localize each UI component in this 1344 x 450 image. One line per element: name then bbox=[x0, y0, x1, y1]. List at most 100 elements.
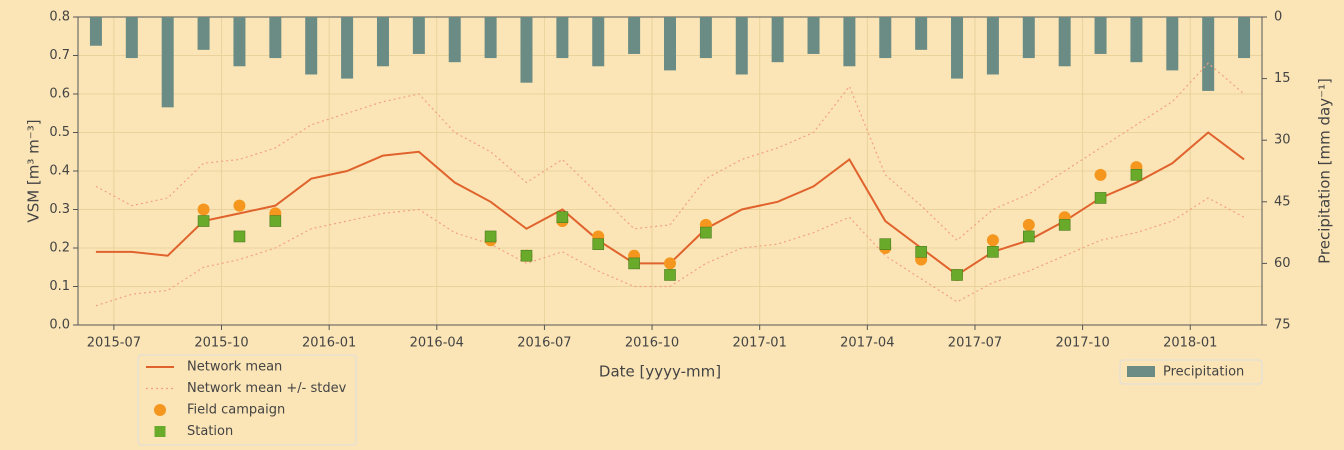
precip-bar bbox=[699, 17, 712, 59]
y2-tick-label: 75 bbox=[1274, 318, 1291, 333]
field-point bbox=[197, 203, 210, 216]
precip-bar bbox=[269, 17, 282, 59]
x-tick-label: 2015-07 bbox=[87, 336, 141, 351]
x-tick-label: 2015-10 bbox=[194, 336, 248, 351]
precip-bar bbox=[1238, 17, 1251, 59]
station-point bbox=[592, 238, 605, 250]
y2-tick-label: 60 bbox=[1274, 256, 1291, 271]
precip-bar bbox=[807, 17, 820, 54]
precip-bar bbox=[376, 17, 389, 67]
precip-bar bbox=[664, 17, 676, 71]
precip-bar bbox=[1202, 17, 1215, 91]
precip-bar bbox=[592, 17, 605, 67]
station-point bbox=[520, 249, 533, 262]
precip-bar bbox=[628, 17, 641, 54]
y-tick-label: 0.6 bbox=[49, 87, 70, 102]
precip-bar bbox=[412, 17, 425, 54]
y2-tick-label: 0 bbox=[1274, 10, 1282, 25]
legend-label: Network mean bbox=[187, 360, 282, 375]
x-tick-label: 2016-01 bbox=[302, 336, 356, 351]
legend-label: Precipitation bbox=[1163, 365, 1244, 380]
legend-box bbox=[1119, 359, 1263, 385]
station-point bbox=[879, 238, 892, 250]
y-tick-label: 0.2 bbox=[49, 241, 70, 256]
x-tick-label: 2016-10 bbox=[625, 336, 679, 351]
y-tick-label: 0.5 bbox=[49, 125, 70, 140]
precip-bar bbox=[341, 17, 354, 79]
station-point bbox=[628, 257, 640, 270]
precip-bar bbox=[771, 17, 784, 63]
precip-bar bbox=[89, 17, 102, 46]
y2-tick-label: 15 bbox=[1274, 71, 1291, 86]
precip-bar bbox=[879, 17, 892, 59]
y2-tick-label: 45 bbox=[1274, 194, 1291, 209]
field-point bbox=[233, 199, 246, 212]
y-tick-label: 0.7 bbox=[49, 48, 70, 63]
station-point bbox=[1130, 169, 1143, 181]
x-tick-label: 2018-01 bbox=[1163, 336, 1217, 351]
precip-bar bbox=[484, 17, 497, 59]
field-point bbox=[1022, 218, 1035, 231]
precip-bar bbox=[125, 17, 138, 59]
station-point bbox=[556, 211, 569, 223]
precip-bar bbox=[951, 17, 964, 79]
field-point bbox=[986, 234, 999, 247]
station-point bbox=[915, 246, 927, 258]
station-point bbox=[484, 230, 497, 243]
y-tick-label: 0.0 bbox=[49, 318, 70, 333]
x-tick-label: 2016-07 bbox=[517, 336, 571, 351]
station-point bbox=[700, 226, 712, 239]
precip-bar bbox=[556, 17, 569, 59]
precip-bar bbox=[1094, 17, 1107, 54]
station-point bbox=[269, 215, 282, 227]
station-point bbox=[233, 230, 246, 243]
precip-bar bbox=[1166, 17, 1179, 71]
y-tick-label: 0.3 bbox=[49, 202, 70, 217]
x-axis-label: Date [yyyy-mm] bbox=[599, 363, 721, 381]
station-point bbox=[664, 269, 676, 281]
station-point bbox=[197, 215, 210, 227]
field-point bbox=[664, 257, 676, 270]
precip-bar bbox=[1130, 17, 1143, 63]
y2-tick-label: 30 bbox=[1274, 133, 1291, 148]
y-axis-label: VSM [m³ m⁻³] bbox=[25, 119, 43, 222]
legend-swatch bbox=[154, 426, 166, 437]
station-point bbox=[1058, 219, 1071, 231]
precip-bar bbox=[843, 17, 856, 67]
y-tick-label: 0.8 bbox=[49, 10, 70, 25]
precip-bar bbox=[986, 17, 999, 75]
station-point bbox=[1094, 192, 1107, 204]
legend-swatch bbox=[1127, 366, 1155, 377]
precip-bar bbox=[915, 17, 928, 50]
x-tick-label: 2017-01 bbox=[733, 336, 787, 351]
x-tick-label: 2016-04 bbox=[410, 336, 464, 351]
legend-label: Station bbox=[187, 424, 233, 439]
station-point bbox=[951, 269, 963, 281]
legend-box bbox=[137, 354, 357, 446]
stdev-lower-line bbox=[95, 197, 1245, 307]
precip-bar bbox=[735, 17, 748, 75]
legend-swatch bbox=[154, 404, 166, 416]
station-point bbox=[987, 246, 999, 258]
precip-bar bbox=[520, 17, 533, 83]
x-tick-label: 2017-04 bbox=[840, 336, 894, 351]
precip-bar bbox=[197, 17, 210, 50]
field-point bbox=[1094, 168, 1107, 181]
precip-bar bbox=[161, 17, 174, 108]
legend-label: Network mean +/- stdev bbox=[187, 381, 347, 396]
x-tick-label: 2017-07 bbox=[948, 336, 1002, 351]
precip-bar bbox=[448, 17, 461, 63]
y-tick-label: 0.4 bbox=[49, 164, 70, 179]
stdev-upper-line bbox=[95, 62, 1245, 242]
precip-bar bbox=[1022, 17, 1035, 59]
precip-bar bbox=[305, 17, 318, 75]
x-tick-label: 2017-10 bbox=[1055, 336, 1109, 351]
legend-label: Field campaign bbox=[187, 403, 285, 418]
y-tick-label: 0.1 bbox=[49, 279, 70, 294]
y2-axis-label: Precipitation [mm day⁻¹] bbox=[1316, 78, 1334, 264]
precip-bar bbox=[1058, 17, 1071, 67]
station-point bbox=[1022, 230, 1035, 243]
precip-bar bbox=[233, 17, 246, 67]
